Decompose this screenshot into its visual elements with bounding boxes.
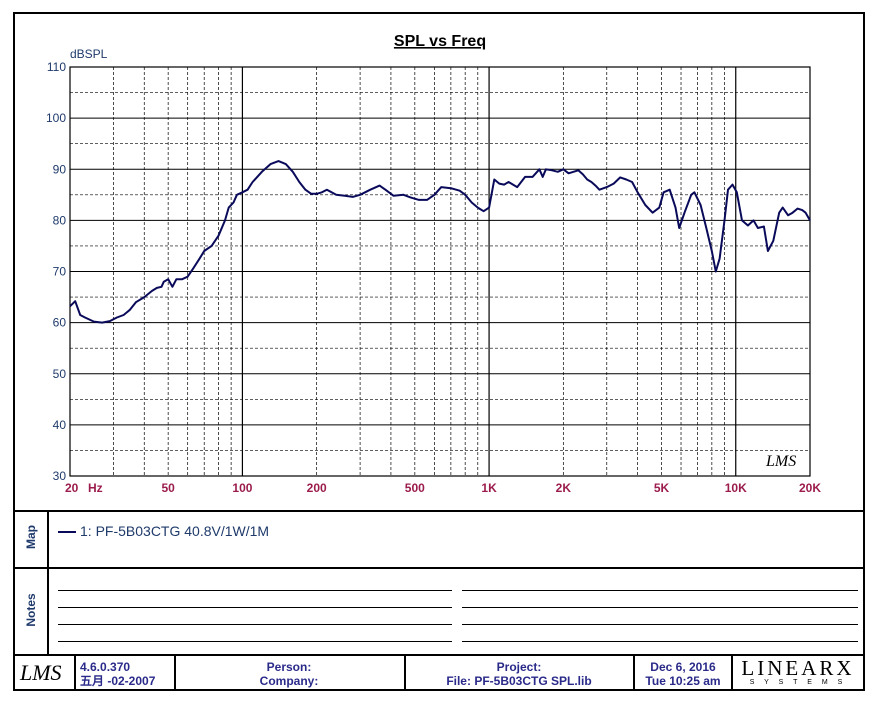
- x-tick-label: 5K: [654, 481, 670, 495]
- note-line[interactable]: [462, 641, 858, 642]
- brand-subtitle: S Y S T E M S: [749, 679, 847, 686]
- map-top-divider: [13, 510, 865, 512]
- note-line[interactable]: [58, 624, 452, 625]
- note-line[interactable]: [462, 590, 858, 591]
- map-section-label: Map: [24, 525, 38, 549]
- x-tick-label: 50: [161, 481, 175, 495]
- x-tick-label: 2K: [556, 481, 572, 495]
- note-line[interactable]: [58, 607, 452, 608]
- footer-divider: [731, 655, 733, 691]
- time-text: Tue 10:25 am: [645, 674, 721, 688]
- x-tick-label: 20: [65, 481, 79, 495]
- build-date-text: 五月 -02-2007: [80, 674, 156, 688]
- y-tick-label: 100: [46, 111, 66, 125]
- footer-divider: [174, 655, 176, 691]
- notes-top-divider: [13, 567, 865, 569]
- x-tick-label: 200: [307, 481, 327, 495]
- series-layer: [69, 160, 811, 324]
- date-text: Dec 6, 2016: [650, 660, 716, 674]
- timestamp-block: Dec 6, 2016 Tue 10:25 am: [635, 660, 731, 688]
- note-line[interactable]: [58, 590, 452, 591]
- y-tick-label: 90: [53, 162, 67, 176]
- project-block: Project: File: PF-5B03CTG SPL.lib: [406, 660, 632, 688]
- note-line[interactable]: [462, 624, 858, 625]
- major-grid: [69, 66, 811, 477]
- chart-title: SPL vs Freq: [394, 33, 486, 50]
- note-line[interactable]: [462, 607, 858, 608]
- project-label: Project:: [496, 660, 542, 674]
- lms-watermark: LMS: [765, 453, 796, 470]
- y-axis-label: dBSPL: [70, 47, 108, 61]
- x-tick-label: 10K: [725, 481, 747, 495]
- x-tick-labels: 20 50 100 200 500 1K 2K 5K 10K 20K: [65, 481, 821, 495]
- x-tick-label: 20K: [799, 481, 821, 495]
- x-tick-label: 1K: [481, 481, 497, 495]
- person-label: Person:: [266, 660, 312, 674]
- version-block: 4.6.0.370 五月 -02-2007: [76, 660, 176, 688]
- y-tick-labels: 30 40 50 60 70 80 90 100 110: [46, 60, 66, 483]
- y-tick-label: 60: [53, 316, 67, 330]
- y-tick-label: 80: [53, 213, 67, 227]
- legend-entry: 1: PF-5B03CTG 40.8V/1W/1M: [80, 523, 270, 539]
- footer-divider: [74, 655, 76, 691]
- x-tick-label: 100: [232, 481, 252, 495]
- lms-logo: LMS: [20, 660, 62, 685]
- file-label: File: PF-5B03CTG SPL.lib: [446, 674, 592, 688]
- footer-divider: [404, 655, 406, 691]
- y-tick-label: 50: [53, 367, 67, 381]
- y-tick-label: 70: [53, 265, 67, 279]
- instrument-frame: [13, 12, 865, 691]
- y-tick-label: 30: [53, 469, 67, 483]
- y-tick-label: 110: [47, 60, 66, 74]
- spl-chart: 30 40 50 60 70 80 90 100 110 20 50 100 200 500 1K 2K 5K…: [46, 33, 821, 495]
- footer-top-divider: [13, 654, 865, 656]
- side-label-divider: [47, 510, 49, 654]
- series-line: [69, 160, 811, 324]
- x-tick-label: 500: [405, 481, 425, 495]
- note-line[interactable]: [58, 641, 452, 642]
- minor-grid: [69, 67, 811, 476]
- notes-section-label: Notes: [24, 593, 38, 627]
- company-label: Company:: [259, 674, 319, 688]
- x-axis-unit: Hz: [88, 481, 103, 495]
- footer-divider: [633, 655, 635, 691]
- y-tick-label: 40: [53, 418, 67, 432]
- brand-block: LINEARX S Y S T E M S: [733, 657, 863, 686]
- person-block: Person: Company:: [176, 660, 402, 688]
- brand-logo: LINEARX: [741, 656, 855, 680]
- legend-swatch: [58, 531, 76, 533]
- version-text: 4.6.0.370: [80, 660, 131, 674]
